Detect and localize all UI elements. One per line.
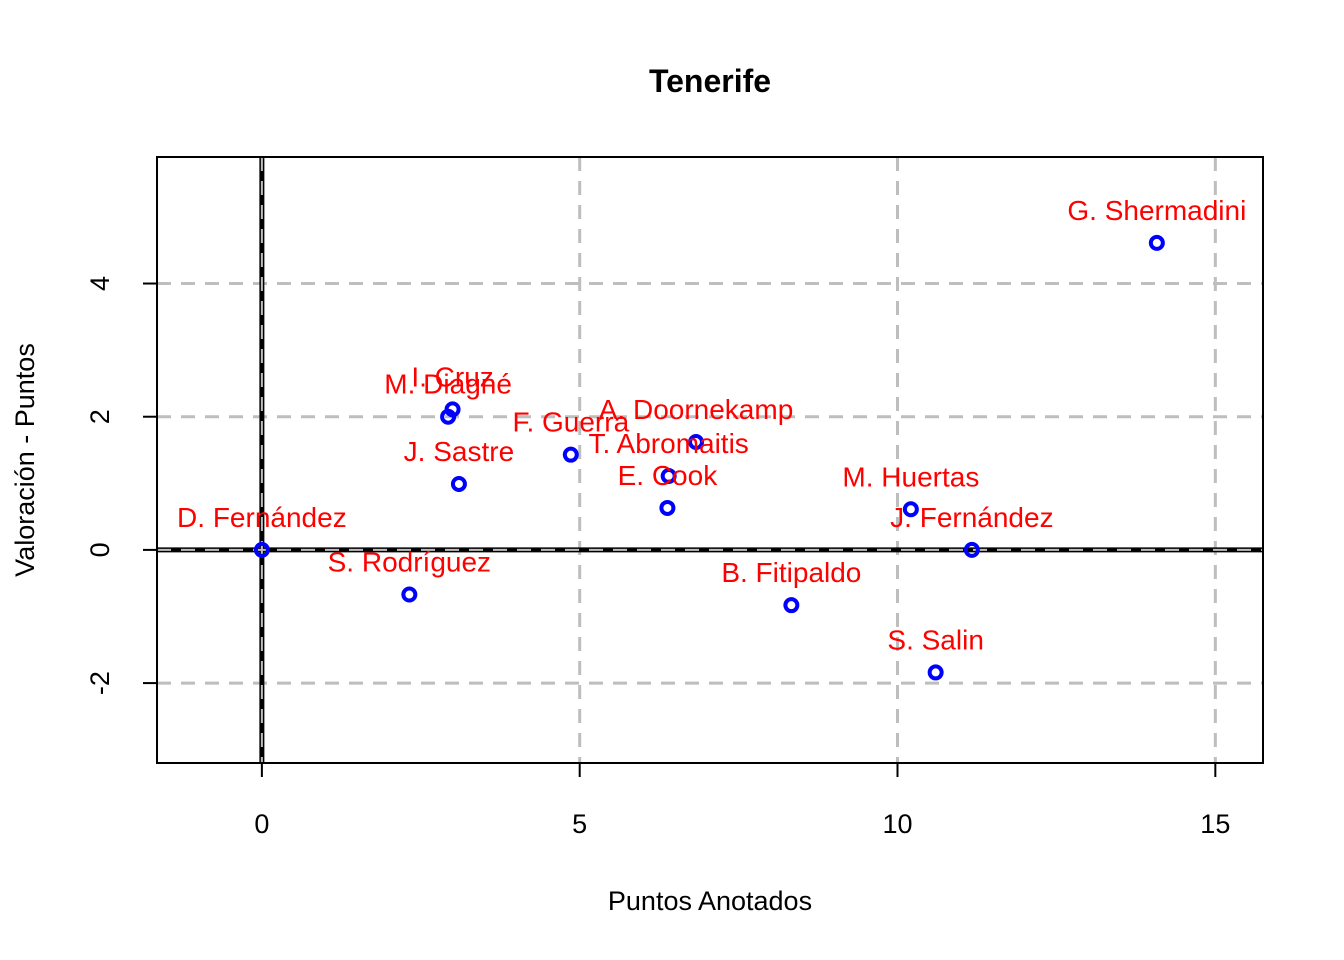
x-tick-label: 15 — [1200, 809, 1230, 839]
point-label: S. Salin — [887, 624, 984, 655]
point-label: A. Doornekamp — [599, 394, 794, 425]
data-point — [902, 501, 919, 518]
point-label: G. Shermadini — [1067, 195, 1246, 226]
data-point — [927, 664, 944, 681]
point-label: D. Fernández — [177, 502, 347, 533]
reference-lines — [157, 157, 1263, 763]
data-points — [253, 234, 1165, 681]
x-tick-label: 10 — [882, 809, 912, 839]
point-label: F. Guerra — [512, 407, 629, 438]
point-label: M. Diagné — [384, 369, 512, 400]
point-label: I. Cruz — [411, 361, 493, 392]
point-label: J. Fernández — [890, 502, 1053, 533]
data-point — [660, 467, 677, 484]
y-axis-label: Valoración - Puntos — [10, 343, 40, 577]
point-label: B. Fitipaldo — [721, 557, 861, 588]
y-tick-label: 0 — [85, 542, 115, 557]
point-label: T. Abromaitis — [589, 428, 749, 459]
chart-title: Tenerife — [649, 63, 771, 99]
x-tick-label: 0 — [254, 809, 269, 839]
y-axis: -2 0 2 4 — [85, 276, 158, 695]
y-tick-label: -2 — [85, 671, 115, 695]
data-point — [963, 541, 980, 558]
data-point — [440, 408, 457, 425]
x-axis: 0 5 10 15 — [254, 762, 1230, 839]
data-point — [562, 446, 579, 463]
x-tick-label: 5 — [572, 809, 587, 839]
data-point — [688, 434, 705, 451]
point-label: M. Huertas — [842, 461, 979, 492]
point-label: S. Rodríguez — [328, 547, 491, 578]
data-point — [253, 541, 270, 558]
point-label: E. Cook — [618, 460, 719, 491]
grid-lines — [157, 157, 1263, 763]
y-tick-label: 4 — [85, 276, 115, 291]
x-axis-label: Puntos Anotados — [608, 886, 812, 916]
data-point — [450, 475, 467, 492]
data-point — [783, 597, 800, 614]
data-point — [401, 586, 418, 603]
y-tick-label: 2 — [85, 409, 115, 424]
point-label: J. Sastre — [404, 436, 514, 467]
data-point — [1148, 234, 1165, 251]
data-point — [659, 499, 676, 516]
